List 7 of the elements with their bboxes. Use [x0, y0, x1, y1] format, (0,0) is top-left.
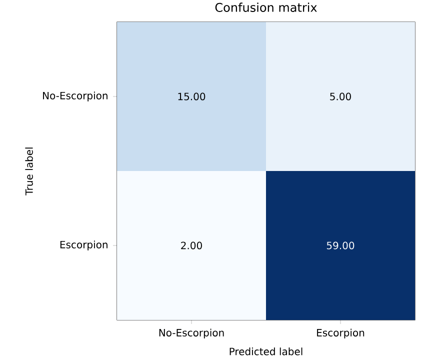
data-label: 2.00: [181, 242, 202, 250]
chart-title: Confusion matrix: [215, 2, 317, 12]
y-axis-title: True label: [25, 148, 33, 196]
data-label: 59.00: [326, 242, 354, 250]
data-label: 5.00: [330, 92, 351, 100]
data-label: 15.00: [178, 92, 206, 100]
x-axis-title: Predicted label: [230, 348, 302, 356]
